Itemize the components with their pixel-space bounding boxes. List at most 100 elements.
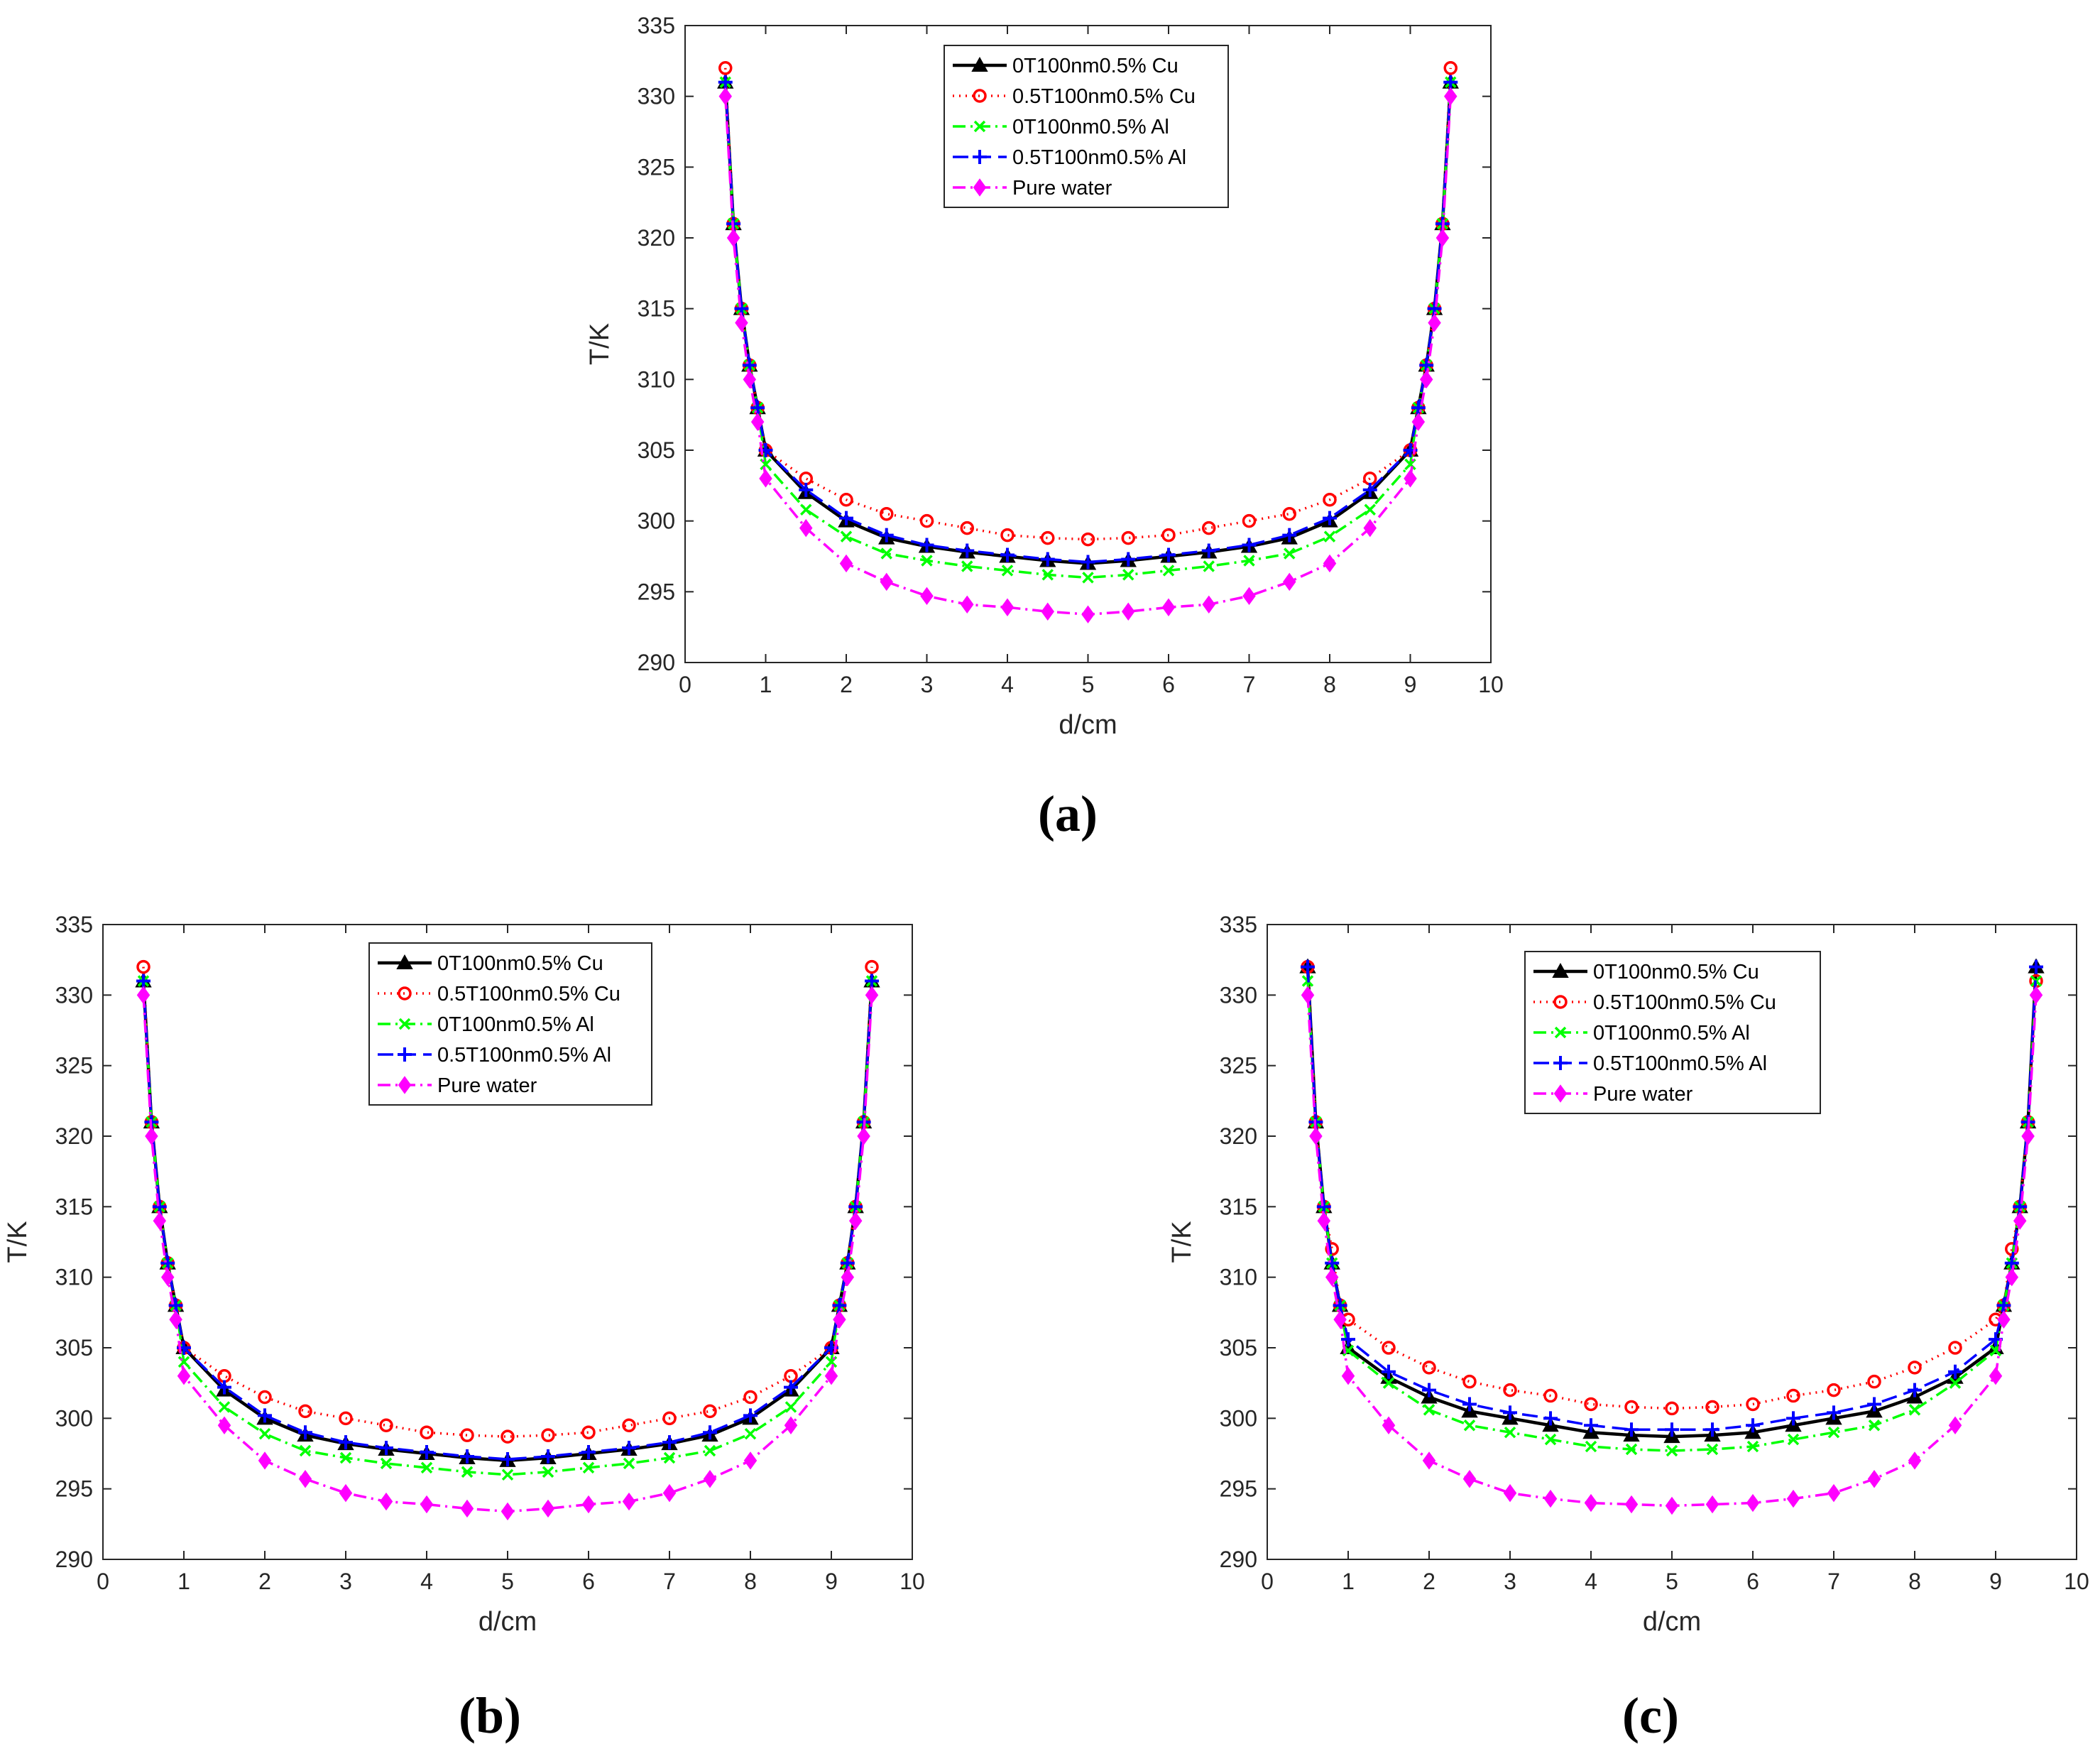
data-point [800,503,812,516]
y-tick-label: 325 [1220,1053,1257,1079]
data-point [298,1470,312,1488]
panel-label-a: (a) [1038,785,1098,842]
data-point [136,974,151,988]
series-5-b [136,986,879,1521]
data-point [1462,1470,1477,1488]
data-point [1948,1416,1962,1434]
x-tick-label: 4 [420,1569,433,1594]
data-point [1041,569,1054,581]
y-axis-label: T/K [585,323,615,365]
data-point [258,1408,272,1423]
data-point [258,1390,272,1405]
y-tick-label: 310 [638,366,675,392]
data-point [824,1367,838,1385]
data-point [2021,1127,2035,1145]
data-point [339,1411,353,1426]
x-tick-label: 9 [825,1569,838,1594]
data-point [662,1483,677,1503]
legend-marker [971,56,988,72]
data-point [1544,1433,1557,1446]
y-axis-label: T/K [3,1221,33,1263]
data-point [1404,469,1417,488]
data-point [961,595,974,614]
data-point [743,1390,758,1405]
legend-label: 0T100nm0.5% Cu [1593,961,1759,983]
x-tick-label: 3 [921,672,934,697]
data-point [1121,552,1136,567]
data-point [1908,1361,1922,1375]
data-point [1997,1310,2011,1329]
data-point [258,1427,271,1440]
x-tick-label: 1 [1342,1569,1355,1594]
legend-label: 0.5T100nm0.5% Al [1593,1052,1767,1075]
data-point [460,1499,474,1518]
data-point [1624,1400,1639,1415]
data-point [1827,1383,1841,1397]
x-tick-label: 5 [1666,1569,1678,1594]
data-point [1121,530,1135,545]
x-tick-label: 3 [1504,1569,1516,1594]
legend-marker [398,1047,412,1062]
data-point [217,1416,231,1434]
data-point [258,1451,272,1470]
y-tick-label: 335 [55,912,93,937]
data-point [759,469,772,488]
data-point [501,1468,514,1481]
x-tick-label: 8 [1908,1569,1921,1594]
data-point [1666,1444,1678,1457]
data-point [1081,532,1095,547]
data-point [832,1298,847,1313]
data-point [1363,518,1377,538]
legend-label: 0T100nm0.5% Al [437,1013,594,1036]
data-point [2004,1255,2019,1270]
legend-label: 0T100nm0.5% Al [1012,116,1169,138]
data-point [743,1408,758,1423]
x-tick-label: 7 [1243,672,1256,697]
x-tick-label: 7 [1827,1569,1840,1594]
legend-marker [973,120,986,133]
data-point [1309,1127,1323,1145]
data-point [784,1401,797,1413]
data-point [1333,1310,1347,1329]
data-point [1323,493,1337,507]
data-point [1665,1401,1679,1416]
data-point [1364,503,1376,516]
data-point [1161,598,1176,616]
data-point [2029,959,2043,974]
data-point [1908,1404,1921,1416]
x-tick-label: 0 [1261,1569,1274,1594]
x-tick-label: 5 [1082,672,1095,697]
data-point [1242,587,1256,606]
legend-box [368,942,652,1106]
data-point [1202,595,1215,614]
data-point [460,1428,474,1442]
x-axis-label: d/cm [1059,710,1117,740]
data-point [1624,1495,1639,1514]
legend-label: 0T100nm0.5% Al [1593,1022,1750,1045]
data-point [880,506,894,521]
data-point [919,513,934,528]
data-point [160,1255,175,1270]
legend-marker [973,150,987,164]
data-point [1341,1332,1355,1347]
x-tick-label: 6 [582,1569,595,1594]
data-point [1827,1483,1841,1503]
y-tick-label: 335 [1220,912,1257,937]
y-tick-label: 310 [1220,1265,1257,1290]
data-point [622,1492,636,1511]
data-point [1786,1388,1800,1403]
data-point [1422,1451,1436,1470]
data-point [1584,1397,1598,1412]
data-point [1283,572,1296,592]
data-point [960,543,975,558]
data-point [541,1449,555,1464]
data-point [1827,1405,1841,1420]
legend-marker [1553,995,1568,1009]
y-tick-label: 290 [1220,1547,1257,1572]
data-point [1325,1255,1340,1270]
y-tick-label: 295 [1220,1476,1257,1502]
x-tick-label: 10 [899,1569,925,1594]
legend-box [1524,951,1821,1114]
series-5-a [718,87,1458,623]
